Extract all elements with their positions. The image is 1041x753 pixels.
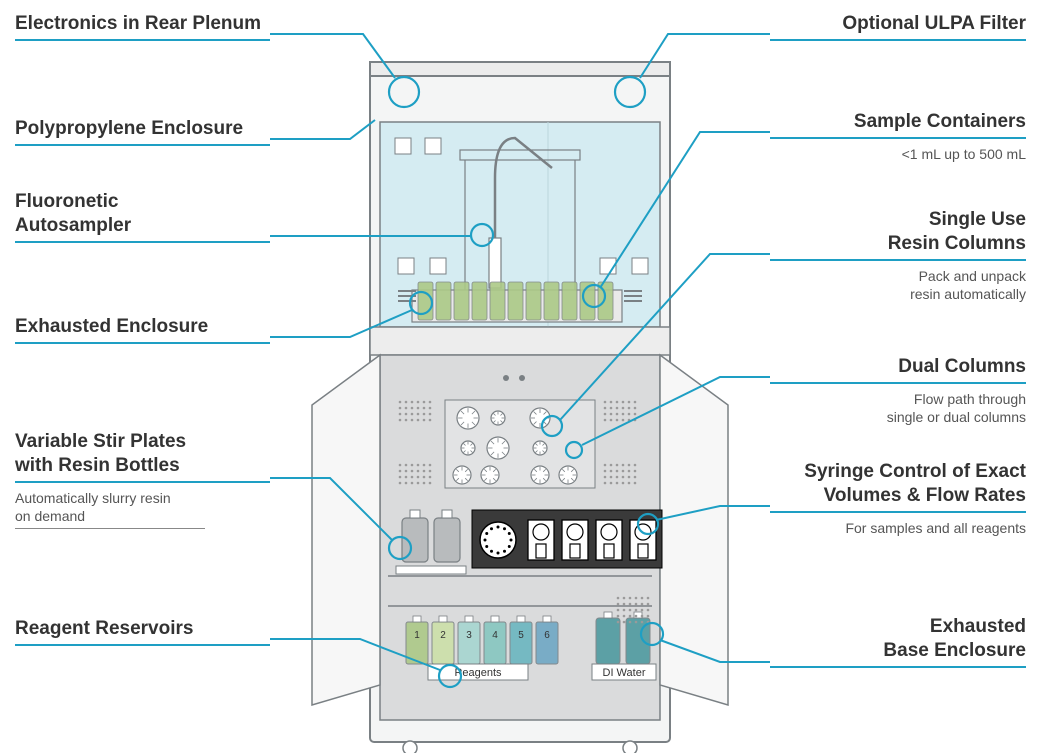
callout-underline — [15, 39, 270, 41]
callout-autosampler: Fluoronetic Autosampler — [15, 190, 270, 243]
callout-stir: Variable Stir Plates with Resin Bottles … — [15, 430, 270, 529]
callout-title: Single Use Resin Columns — [770, 208, 1026, 256]
callout-enclosure: Polypropylene Enclosure — [15, 117, 270, 146]
callout-sub: <1 mL up to 500 mL — [770, 145, 1026, 163]
callout-syringe: Syringe Control of Exact Volumes & Flow … — [770, 460, 1026, 537]
svg-text:DI Water: DI Water — [603, 667, 646, 679]
callout-sub-underline — [15, 528, 205, 529]
callout-sample: Sample Containers <1 mL up to 500 mL — [770, 110, 1026, 163]
svg-text:2: 2 — [440, 630, 446, 641]
callout-underline — [770, 666, 1026, 668]
callout-exh-enc: Exhausted Enclosure — [15, 315, 270, 344]
callout-sub: Flow path through single or dual columns — [770, 390, 1026, 426]
callout-underline — [15, 644, 270, 646]
callout-sub: Automatically slurry resin on demand — [15, 489, 270, 525]
callout-title: Reagent Reservoirs — [15, 617, 270, 641]
callout-underline — [15, 342, 270, 344]
callout-resin: Single Use Resin Columns Pack and unpack… — [770, 208, 1026, 303]
callout-sub: Pack and unpack resin automatically — [770, 267, 1026, 303]
callout-title: Variable Stir Plates with Resin Bottles — [15, 430, 270, 478]
callout-dual: Dual Columns Flow path through single or… — [770, 355, 1026, 426]
svg-text:5: 5 — [518, 630, 524, 641]
svg-text:4: 4 — [492, 630, 498, 641]
svg-text:Reagents: Reagents — [454, 667, 502, 679]
callout-sub: For samples and all reagents — [770, 519, 1026, 537]
callout-title: Electronics in Rear Plenum — [15, 12, 270, 36]
callout-title: Dual Columns — [770, 355, 1026, 379]
callout-underline — [15, 144, 270, 146]
callout-title: Exhausted Base Enclosure — [770, 615, 1026, 663]
callout-underline — [770, 39, 1026, 41]
svg-text:3: 3 — [466, 630, 472, 641]
callout-title: Exhausted Enclosure — [15, 315, 270, 339]
callout-title: Fluoronetic Autosampler — [15, 190, 270, 238]
callout-title: Polypropylene Enclosure — [15, 117, 270, 141]
callout-reagent-res: Reagent Reservoirs — [15, 617, 270, 646]
callout-underline — [15, 241, 270, 243]
callout-underline — [770, 137, 1026, 139]
callout-underline — [770, 382, 1026, 384]
callout-title: Syringe Control of Exact Volumes & Flow … — [770, 460, 1026, 508]
callout-ulpa: Optional ULPA Filter — [770, 12, 1026, 41]
callout-title: Optional ULPA Filter — [770, 12, 1026, 36]
svg-text:6: 6 — [544, 630, 550, 641]
callout-underline — [770, 511, 1026, 513]
callout-underline — [770, 259, 1026, 261]
callout-underline — [15, 481, 270, 483]
callout-title: Sample Containers — [770, 110, 1026, 134]
svg-text:1: 1 — [414, 630, 420, 641]
callout-exh-base: Exhausted Base Enclosure — [770, 615, 1026, 668]
callout-electronics: Electronics in Rear Plenum — [15, 12, 270, 41]
